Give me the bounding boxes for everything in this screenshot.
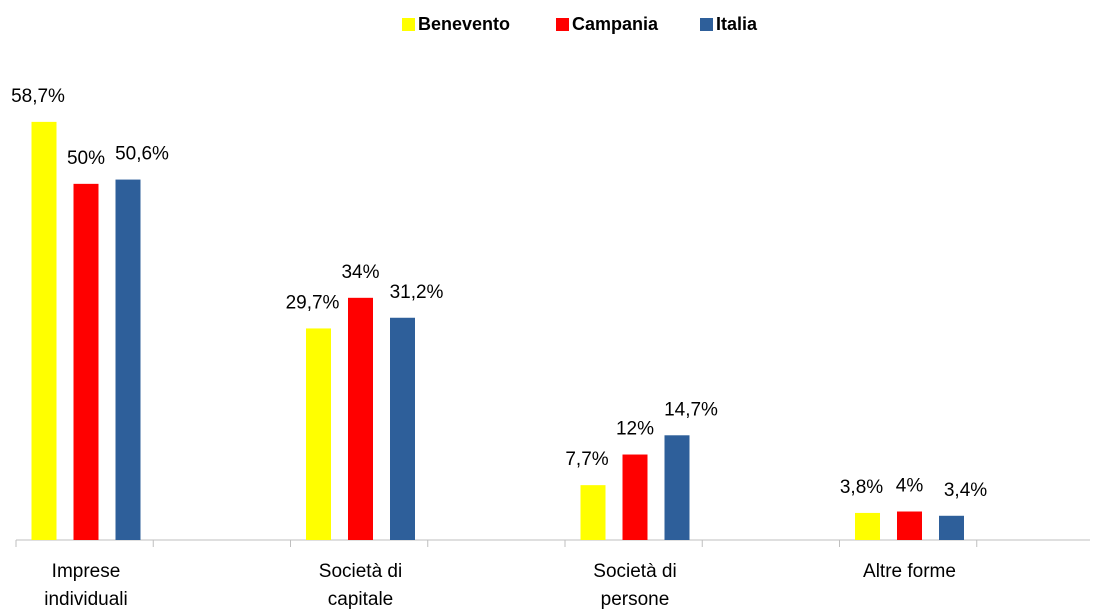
legend-swatch — [402, 18, 415, 31]
data-label: 29,7% — [286, 292, 340, 313]
bar — [580, 485, 606, 540]
data-label: 58,7% — [11, 86, 65, 107]
x-tick-label: Società di persone — [593, 561, 677, 610]
data-label: 50,6% — [115, 144, 169, 165]
bar — [939, 515, 964, 540]
x-tick-label: Altre forme — [863, 561, 956, 582]
data-label: 12% — [616, 419, 654, 440]
bar — [855, 512, 880, 540]
bar — [622, 454, 648, 540]
bar — [348, 297, 373, 540]
bar — [390, 317, 415, 540]
data-label: 3,4% — [944, 480, 987, 501]
data-label: 14,7% — [664, 399, 718, 420]
data-label: 31,2% — [390, 282, 444, 303]
x-tick-label: Imprese individuali — [44, 561, 128, 610]
data-label: 7,7% — [565, 449, 608, 470]
legend-swatch — [700, 18, 713, 31]
bar — [73, 183, 99, 540]
x-tick-label: Società di capitale — [318, 561, 403, 610]
legend-label: Campania — [572, 14, 659, 34]
bar — [664, 435, 690, 540]
data-label: 50% — [67, 148, 105, 169]
legend-label: Italia — [716, 14, 758, 34]
bar — [306, 328, 331, 540]
data-label: 3,8% — [840, 477, 883, 498]
bar — [31, 121, 57, 541]
legend-swatch — [556, 18, 569, 31]
bar — [897, 511, 922, 540]
legend-label: Benevento — [418, 14, 510, 34]
data-label: 34% — [341, 262, 379, 283]
data-label: 4% — [896, 476, 924, 497]
bar — [115, 179, 141, 540]
